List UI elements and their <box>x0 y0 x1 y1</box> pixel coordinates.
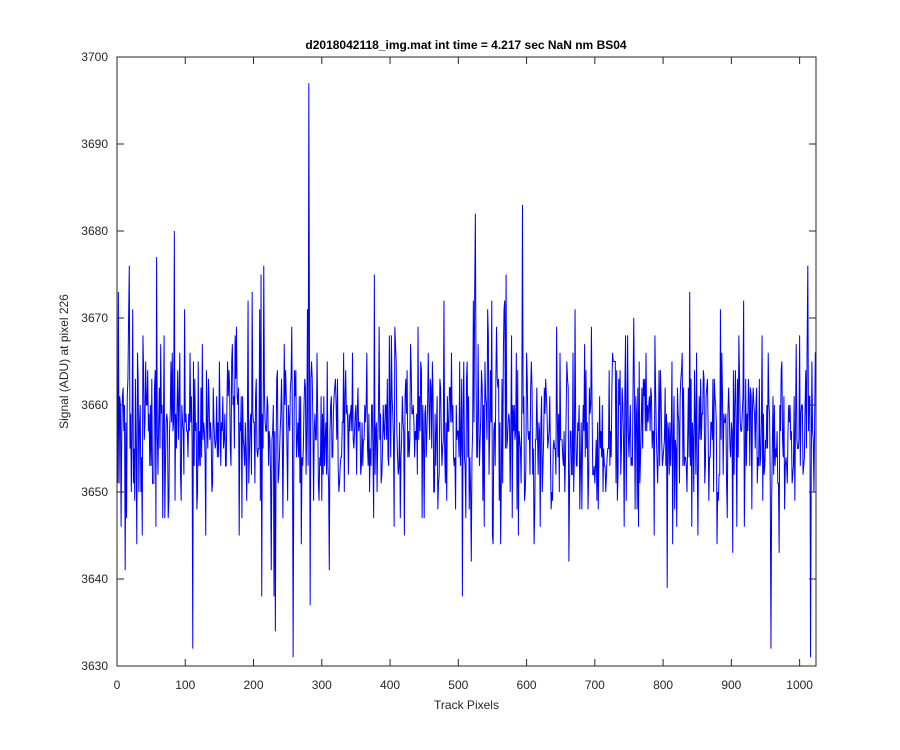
x-axis: 0 100 200 300 400 500 600 700 800 900 1000 <box>114 57 813 692</box>
x-tick-label: 900 <box>721 678 741 692</box>
y-tick-label: 3640 <box>81 572 108 586</box>
chart-title: d2018042118_img.mat int time = 4.217 sec… <box>305 38 627 52</box>
y-tick-label: 3670 <box>81 311 108 325</box>
x-tick-label: 500 <box>448 678 468 692</box>
y-tick-label: 3700 <box>81 50 108 64</box>
y-tick-label: 3630 <box>81 659 108 673</box>
y-tick-label: 3690 <box>81 137 108 151</box>
y-tick-label: 3680 <box>81 224 108 238</box>
x-tick-label: 1000 <box>786 678 813 692</box>
y-tick-label: 3660 <box>81 398 108 412</box>
x-tick-label: 300 <box>312 678 332 692</box>
axes-box <box>116 56 817 667</box>
x-tick-label: 0 <box>114 678 121 692</box>
plot-area <box>117 83 816 658</box>
series-line <box>117 83 816 658</box>
y-axis: 3630 3640 3650 3660 3670 3680 3690 3700 <box>81 50 816 673</box>
x-tick-label: 800 <box>653 678 673 692</box>
x-tick-label: 100 <box>175 678 195 692</box>
x-tick-label: 200 <box>244 678 264 692</box>
y-axis-label: Signal (ADU) at pixel 226 <box>57 294 71 429</box>
x-tick-label: 400 <box>380 678 400 692</box>
x-axis-label: Track Pixels <box>434 698 499 712</box>
x-tick-label: 700 <box>585 678 605 692</box>
x-tick-label: 600 <box>517 678 537 692</box>
y-tick-label: 3650 <box>81 485 108 499</box>
